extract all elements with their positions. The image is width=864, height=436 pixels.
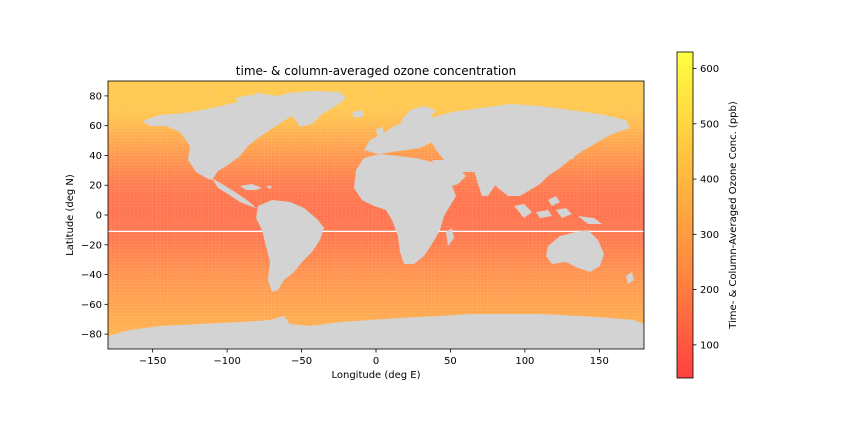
land-japan (566, 146, 580, 160)
land-masses (108, 91, 644, 349)
colorbar-label: Time- & Column-Averaged Ozone Conc. (ppb… (728, 101, 739, 330)
y-tick-label: −60 (81, 300, 102, 311)
land-uk (376, 126, 384, 138)
land-central-america (212, 178, 256, 208)
x-tick-label: −50 (291, 356, 312, 367)
y-tick-label: 20 (89, 181, 102, 192)
land-madagascar (446, 228, 454, 246)
x-tick-label: 50 (444, 356, 457, 367)
y-tick-label: −80 (81, 330, 102, 341)
y-tick-label: −40 (81, 270, 102, 281)
y-tick-label: 0 (96, 211, 102, 222)
x-tick-label: −150 (139, 356, 166, 367)
colorbar-tick-label: 400 (700, 175, 719, 186)
land-southeast-asia-islands (514, 196, 602, 224)
colorbar-tick-label: 600 (700, 64, 719, 75)
x-tick-label: −100 (213, 356, 240, 367)
y-tick-label: 40 (89, 151, 102, 162)
land-new-zealand (626, 272, 634, 284)
x-tick-label: 100 (515, 356, 534, 367)
colorbar (676, 51, 694, 379)
land-greenland (272, 91, 346, 127)
land-caribbean (240, 184, 272, 190)
land-iceland (352, 110, 364, 118)
colorbar-axis: 100 200 300 400 500 600 (693, 64, 719, 351)
land-arabia (432, 160, 466, 188)
plot-area (108, 81, 644, 349)
x-tick-label: 0 (373, 356, 379, 367)
x-axis-label: Longitude (deg E) (331, 370, 420, 381)
land-antarctica (108, 314, 644, 349)
land-asia (426, 104, 630, 196)
y-axis: −80 −60 −40 −20 0 20 40 60 80 (81, 91, 108, 341)
colorbar-tick-label: 500 (700, 119, 719, 130)
y-tick-label: 60 (89, 121, 102, 132)
land-arctic-islands (236, 95, 268, 116)
colorbar-tick-label: 300 (700, 230, 719, 241)
x-axis: −150 −100 −50 0 50 100 150 (139, 349, 609, 367)
land-india (474, 168, 500, 196)
y-tick-label: 80 (89, 91, 102, 102)
land-north-america (142, 93, 305, 180)
colorbar-tick-label: 100 (700, 340, 719, 351)
land-south-america (256, 200, 324, 292)
land-australia (546, 230, 604, 272)
land-scandinavia (400, 106, 436, 122)
colorbar-tick-label: 200 (700, 285, 719, 296)
land-africa (354, 154, 456, 264)
x-tick-label: 150 (590, 356, 609, 367)
y-tick-label: −20 (81, 240, 102, 251)
chart-title: time- & column-averaged ozone concentrat… (236, 64, 516, 78)
y-axis-label: Latitude (deg N) (65, 174, 76, 256)
